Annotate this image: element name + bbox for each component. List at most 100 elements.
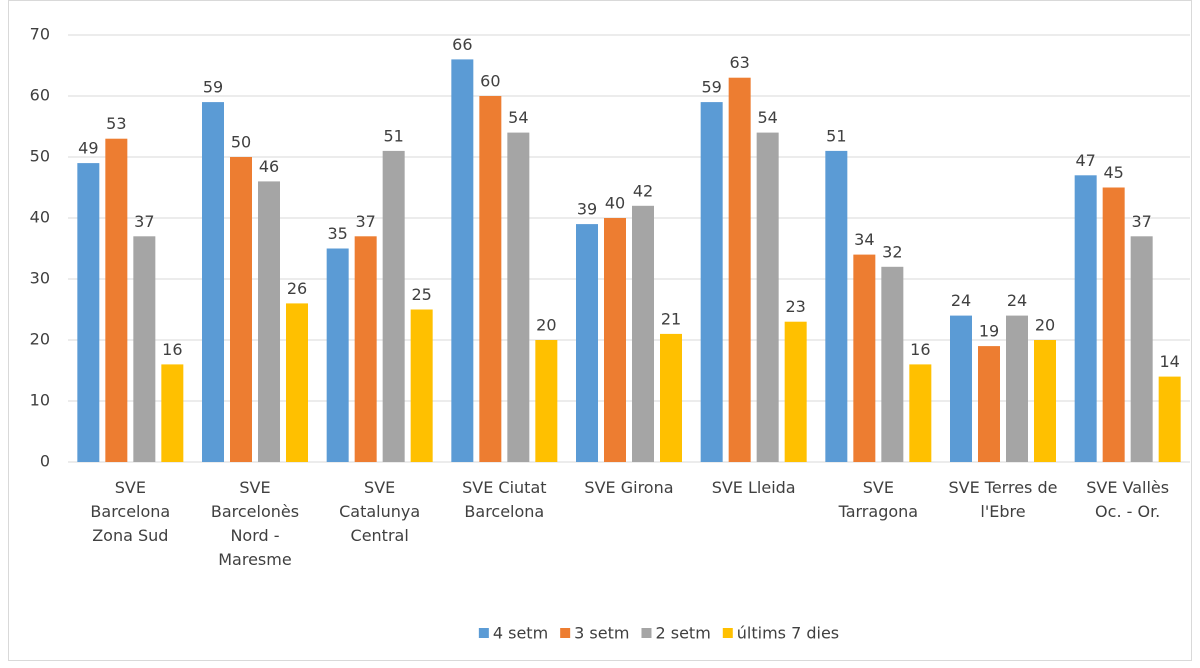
value-label: 66 — [452, 35, 472, 54]
bar — [1158, 376, 1181, 462]
x-tick-label: SVE Barcelona Zona Sud — [90, 478, 171, 545]
value-label: 46 — [259, 157, 279, 176]
bar — [1006, 315, 1028, 462]
x-tick-label: SVE Vallès Oc. - Or. — [1086, 478, 1170, 521]
bar — [77, 163, 100, 462]
bar — [909, 364, 932, 462]
x-tick-label: SVE Girona — [584, 478, 674, 497]
legend-swatch — [560, 628, 571, 638]
value-label: 45 — [1103, 163, 1123, 182]
legend-swatch — [641, 628, 652, 638]
value-label: 25 — [411, 285, 431, 304]
value-label: 19 — [979, 322, 999, 341]
value-label: 54 — [508, 108, 528, 127]
y-tick-label: 0 — [40, 452, 50, 471]
value-label: 37 — [134, 212, 154, 231]
legend-label: últims 7 dies — [737, 624, 839, 643]
value-label: 16 — [910, 340, 930, 359]
bar — [451, 59, 474, 463]
y-tick-label: 50 — [30, 147, 50, 166]
value-label: 53 — [106, 114, 126, 133]
y-tick-label: 60 — [30, 86, 50, 105]
y-tick-label: 20 — [30, 330, 50, 349]
chart-frame — [8, 0, 1192, 661]
bar — [1074, 175, 1097, 463]
bar — [978, 346, 1000, 462]
bar — [853, 254, 876, 462]
value-label: 59 — [701, 78, 721, 97]
legend-swatch — [722, 628, 733, 638]
value-label: 32 — [882, 242, 902, 261]
x-tick-label: SVE Tarragona — [838, 478, 919, 521]
bar — [576, 224, 598, 462]
bar — [1130, 236, 1153, 462]
value-label: 24 — [1007, 291, 1027, 310]
bar — [286, 303, 308, 462]
bar — [784, 321, 807, 462]
bar — [410, 309, 433, 462]
bar — [825, 150, 848, 462]
bar — [230, 157, 252, 462]
x-tick-label: SVE Ciutat Barcelona — [462, 478, 547, 521]
value-label: 23 — [785, 297, 805, 316]
value-label: 16 — [162, 340, 182, 359]
y-tick-label: 10 — [30, 391, 50, 410]
bar — [700, 102, 723, 462]
value-label: 40 — [605, 194, 625, 213]
bar — [202, 102, 224, 462]
y-tick-label: 70 — [30, 25, 50, 44]
bar — [535, 340, 558, 462]
bar — [950, 315, 972, 462]
x-tick-label: SVE Barcelonès Nord - Maresme — [210, 478, 300, 569]
bar — [479, 96, 502, 462]
value-label: 60 — [480, 72, 500, 91]
value-label: 42 — [633, 181, 653, 200]
bar — [1034, 340, 1056, 462]
value-label: 39 — [577, 200, 597, 219]
value-label: 47 — [1075, 151, 1095, 170]
value-label: 24 — [951, 291, 971, 310]
bar — [382, 150, 405, 462]
value-label: 50 — [231, 133, 251, 152]
legend-label: 2 setm — [655, 624, 710, 643]
bar — [105, 138, 128, 462]
value-label: 35 — [327, 224, 347, 243]
bar — [1102, 187, 1125, 462]
value-label: 37 — [1131, 212, 1151, 231]
bar — [326, 248, 349, 462]
bar — [161, 364, 184, 462]
value-label: 34 — [854, 230, 874, 249]
value-label: 59 — [203, 78, 223, 97]
bar — [507, 132, 530, 462]
bar — [881, 266, 904, 462]
value-label: 20 — [536, 316, 556, 335]
y-tick-label: 40 — [30, 208, 50, 227]
value-label: 63 — [729, 53, 749, 72]
legend-label: 3 setm — [574, 624, 629, 643]
bar — [354, 236, 377, 462]
legend-label: 4 setm — [493, 624, 548, 643]
value-label: 20 — [1035, 316, 1055, 335]
bar — [660, 333, 682, 462]
bar — [604, 218, 626, 462]
value-label: 26 — [287, 279, 307, 298]
bar — [133, 236, 156, 462]
value-label: 51 — [383, 126, 403, 145]
value-label: 14 — [1159, 352, 1179, 371]
bar — [258, 181, 280, 462]
legend-swatch — [478, 628, 489, 638]
bar — [728, 77, 751, 462]
value-label: 51 — [826, 126, 846, 145]
x-tick-label: SVE Terres de l'Ebre — [948, 478, 1058, 521]
bar — [756, 132, 779, 462]
value-label: 37 — [355, 212, 375, 231]
value-label: 49 — [78, 139, 98, 158]
bar — [632, 205, 654, 463]
x-tick-label: SVE Catalunya Central — [339, 478, 421, 545]
value-label: 54 — [757, 108, 777, 127]
x-tick-label: SVE Lleida — [711, 478, 796, 497]
value-label: 21 — [661, 309, 681, 328]
y-tick-label: 30 — [30, 269, 50, 288]
